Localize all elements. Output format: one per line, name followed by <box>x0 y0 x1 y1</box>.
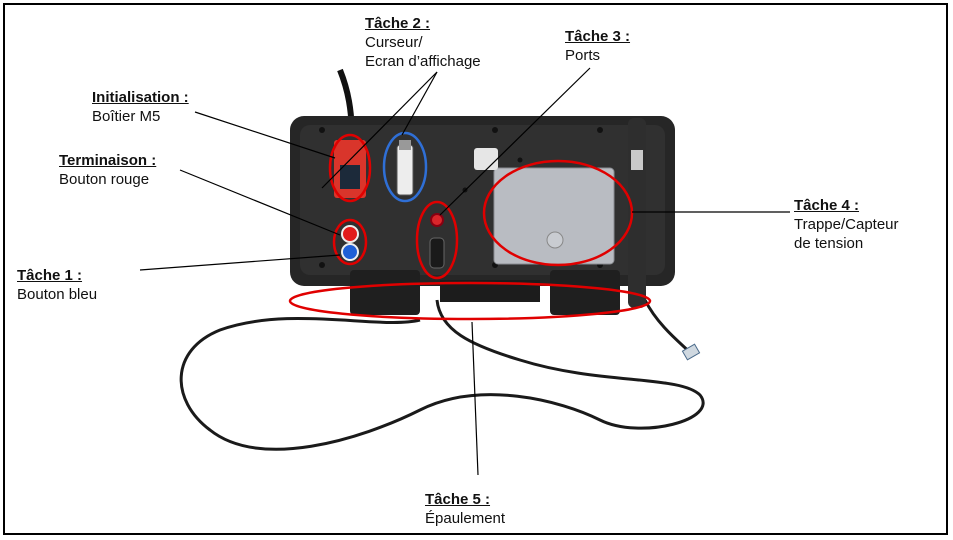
probe-cable <box>179 299 705 451</box>
label-tache2-desc-line1: Curseur/ <box>365 34 423 51</box>
voltage-probe-cable <box>643 299 694 356</box>
label-tache2: Tâche 2 : Curseur/ Ecran d’affichage <box>365 14 481 71</box>
slider-track <box>396 144 414 196</box>
label-tache1-desc: Bouton bleu <box>17 286 98 303</box>
trap-knob <box>546 231 564 249</box>
voltage-probe-tip <box>631 150 643 170</box>
label-tache5: Tâche 5 : Épaulement <box>425 490 505 528</box>
blue-button <box>341 243 359 261</box>
label-initialisation: Initialisation : Boîtier M5 <box>92 88 189 126</box>
label-tache4-desc-line2: de tension <box>794 235 864 252</box>
label-tache4-title: Tâche 4 : <box>794 197 860 214</box>
label-tache3-title: Tâche 3 : <box>565 28 631 45</box>
shoulder-left <box>350 270 420 315</box>
probe-plug <box>429 237 445 269</box>
label-tache2-title: Tâche 2 : <box>365 15 431 32</box>
label-tache3-desc: Ports <box>565 47 601 64</box>
highlight-trap <box>482 159 634 267</box>
label-terminaison-desc: Bouton rouge <box>59 171 150 188</box>
label-terminaison-title: Terminaison : <box>59 152 157 169</box>
highlight-m5 <box>328 133 372 203</box>
voltage-probe <box>628 118 646 308</box>
label-tache2-desc-line2: Ecran d’affichage <box>365 53 481 70</box>
highlight-buttons <box>332 218 368 266</box>
label-tache4: Tâche 4 : Trappe/Capteur de tension <box>794 196 899 253</box>
highlight-slider <box>382 131 428 203</box>
m5-screen <box>340 165 360 189</box>
label-tache5-title: Tâche 5 : <box>425 491 491 508</box>
hinge-block <box>474 148 498 170</box>
label-tache3: Tâche 3 : Ports <box>565 27 630 65</box>
label-tache5-desc: Épaulement <box>425 510 506 527</box>
label-tache1-title: Tâche 1 : <box>17 267 83 284</box>
highlight-shoulder <box>288 281 652 321</box>
red-port <box>430 213 444 227</box>
label-terminaison: Terminaison : Bouton rouge <box>59 151 156 189</box>
shoulder-right <box>550 270 620 315</box>
label-initialisation-desc: Boîtier M5 <box>92 108 161 125</box>
cable-connector <box>681 343 701 361</box>
leader-lines <box>139 67 790 476</box>
image-frame <box>3 3 948 535</box>
label-initialisation-title: Initialisation : <box>92 89 189 106</box>
slider-knob <box>399 140 411 150</box>
panel-screws <box>319 127 603 268</box>
label-tache1: Tâche 1 : Bouton bleu <box>17 266 97 304</box>
red-button <box>341 225 359 243</box>
shoulder-center <box>440 280 540 302</box>
label-tache4-desc-line1: Trappe/Capteur <box>794 216 899 233</box>
highlight-ports <box>415 200 459 280</box>
trap-plate <box>493 167 615 265</box>
